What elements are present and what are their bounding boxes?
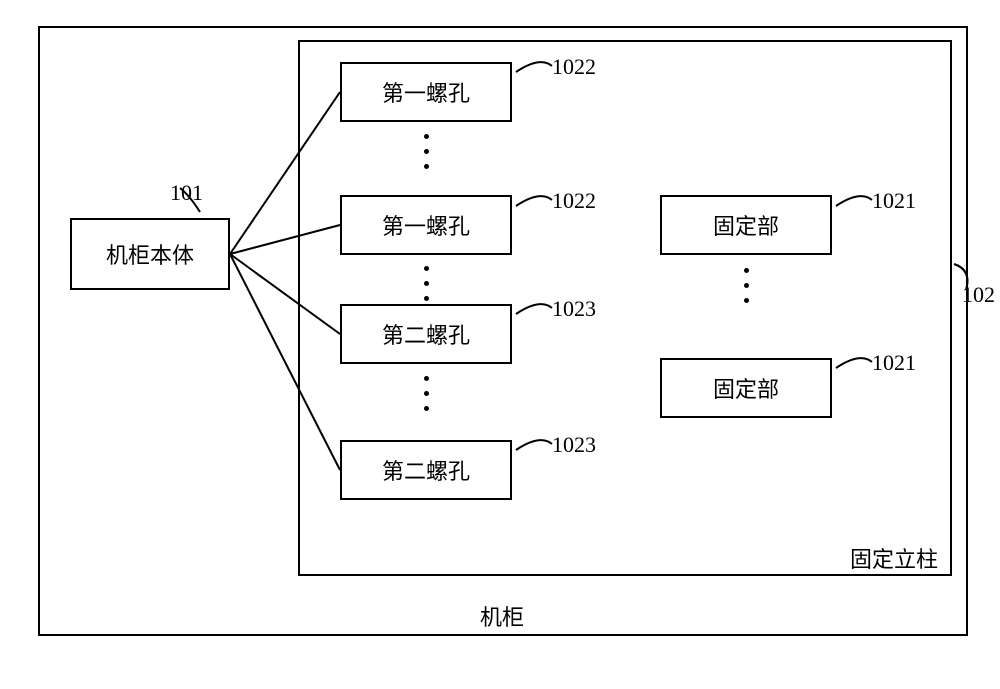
ellipsis-2 (423, 266, 429, 301)
ref-1023-1: 1023 (552, 296, 596, 322)
inner-container-label: 固定立柱 (850, 542, 938, 574)
ref-1022-1: 1022 (552, 54, 596, 80)
hole-b-top-box: 第二螺孔 (340, 304, 512, 364)
fixed-top-box: 固定部 (660, 195, 832, 255)
ref-1022-2: 1022 (552, 188, 596, 214)
hole-b-bottom-box: 第二螺孔 (340, 440, 512, 500)
ref-102: 102 (962, 282, 995, 308)
ref-1021-1: 1021 (872, 188, 916, 214)
root-box: 机柜本体 (70, 218, 230, 290)
root-label: 机柜本体 (106, 238, 194, 270)
diagram-canvas: 机柜本体 第一螺孔 第一螺孔 第二螺孔 第二螺孔 固定部 固定部 101 102… (0, 0, 1000, 689)
hole-a-top-label: 第一螺孔 (382, 76, 470, 108)
ellipsis-3 (423, 376, 429, 411)
ellipsis-4 (743, 268, 749, 303)
diagram-title: 机柜 (480, 600, 524, 632)
hole-b-bottom-label: 第二螺孔 (382, 454, 470, 486)
hole-b-top-label: 第二螺孔 (382, 318, 470, 350)
fixed-bottom-box: 固定部 (660, 358, 832, 418)
ref-101: 101 (170, 180, 203, 206)
fixed-top-label: 固定部 (713, 209, 779, 241)
hole-a-top-box: 第一螺孔 (340, 62, 512, 122)
hole-a-bottom-label: 第一螺孔 (382, 209, 470, 241)
ref-1023-2: 1023 (552, 432, 596, 458)
ref-1021-2: 1021 (872, 350, 916, 376)
hole-a-bottom-box: 第一螺孔 (340, 195, 512, 255)
ellipsis-1 (423, 134, 429, 169)
fixed-bottom-label: 固定部 (713, 372, 779, 404)
